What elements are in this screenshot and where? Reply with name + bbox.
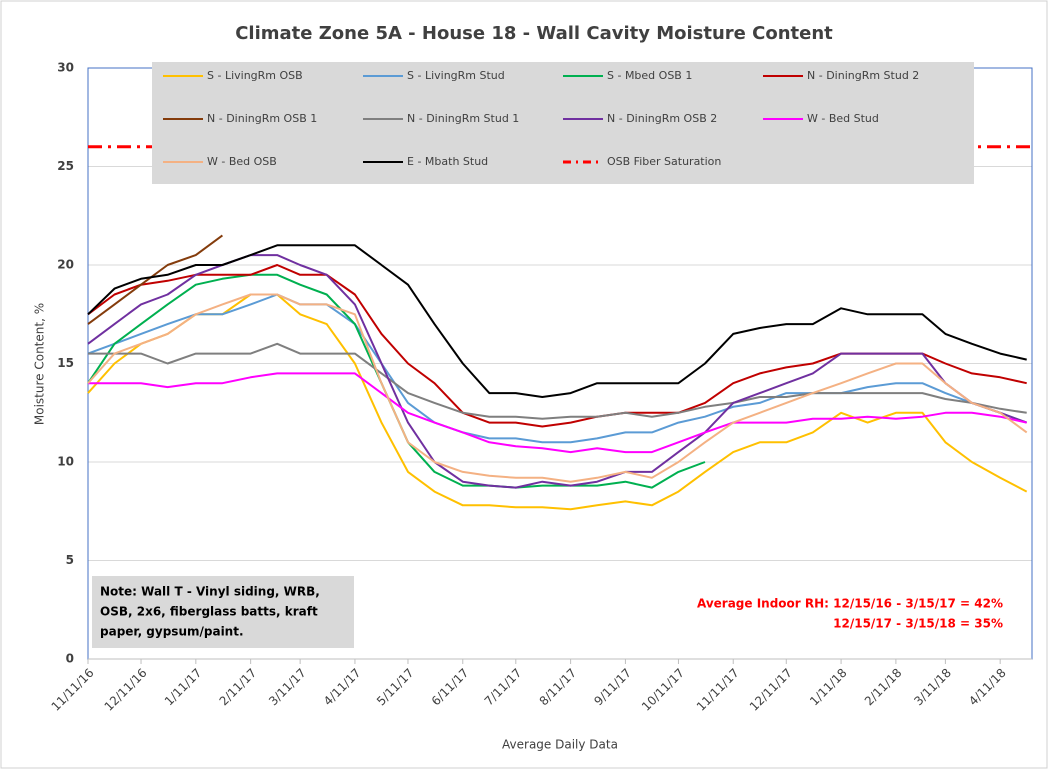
legend-label: N - DiningRm OSB 2: [607, 112, 717, 125]
series-line: [87, 293, 1028, 511]
y-tick-label: 30: [57, 61, 74, 75]
series-line: [87, 244, 1027, 398]
note-box: [92, 576, 354, 648]
legend-label: OSB Fiber Saturation: [607, 155, 721, 168]
series-line: [87, 293, 1028, 444]
series-line: [87, 293, 1028, 483]
series-line: [87, 234, 223, 325]
note-text: paper, gypsum/paint.: [100, 625, 244, 639]
legend-label: E - Mbath Stud: [407, 155, 488, 168]
legend-label: N - DiningRm Stud 1: [407, 112, 519, 125]
y-tick-label: 25: [57, 159, 74, 173]
y-tick-label: 20: [57, 258, 74, 272]
note-text: Note: Wall T - Vinyl siding, WRB,: [100, 585, 320, 599]
annotation: 12/15/17 - 3/15/18 = 35%: [833, 617, 1003, 631]
legend-label: S - LivingRm Stud: [407, 69, 505, 82]
y-tick-label: 15: [57, 356, 74, 370]
y-tick-label: 5: [66, 553, 74, 567]
y-tick-label: 10: [57, 455, 74, 469]
legend-label: N - DiningRm Stud 2: [807, 69, 919, 82]
legend-label: S - LivingRm OSB: [207, 69, 303, 82]
annotation: Average Indoor RH: 12/15/16 - 3/15/17 = …: [697, 597, 1003, 611]
legend-label: W - Bed Stud: [807, 112, 879, 125]
legend-box: [152, 62, 974, 184]
legend-label: N - DiningRm OSB 1: [207, 112, 317, 125]
x-axis-label: Average Daily Data: [502, 738, 618, 752]
legend-label: W - Bed OSB: [207, 155, 277, 168]
series-line: [88, 342, 1027, 420]
note-text: OSB, 2x6, fiberglass batts, kraft: [100, 605, 318, 619]
series-line: [88, 372, 1027, 454]
y-axis-label: Moisture Content, %: [33, 303, 47, 425]
legend-label: S - Mbed OSB 1: [607, 69, 692, 82]
y-tick-label: 0: [66, 652, 74, 666]
chart-title: Climate Zone 5A - House 18 - Wall Cavity…: [235, 23, 833, 44]
